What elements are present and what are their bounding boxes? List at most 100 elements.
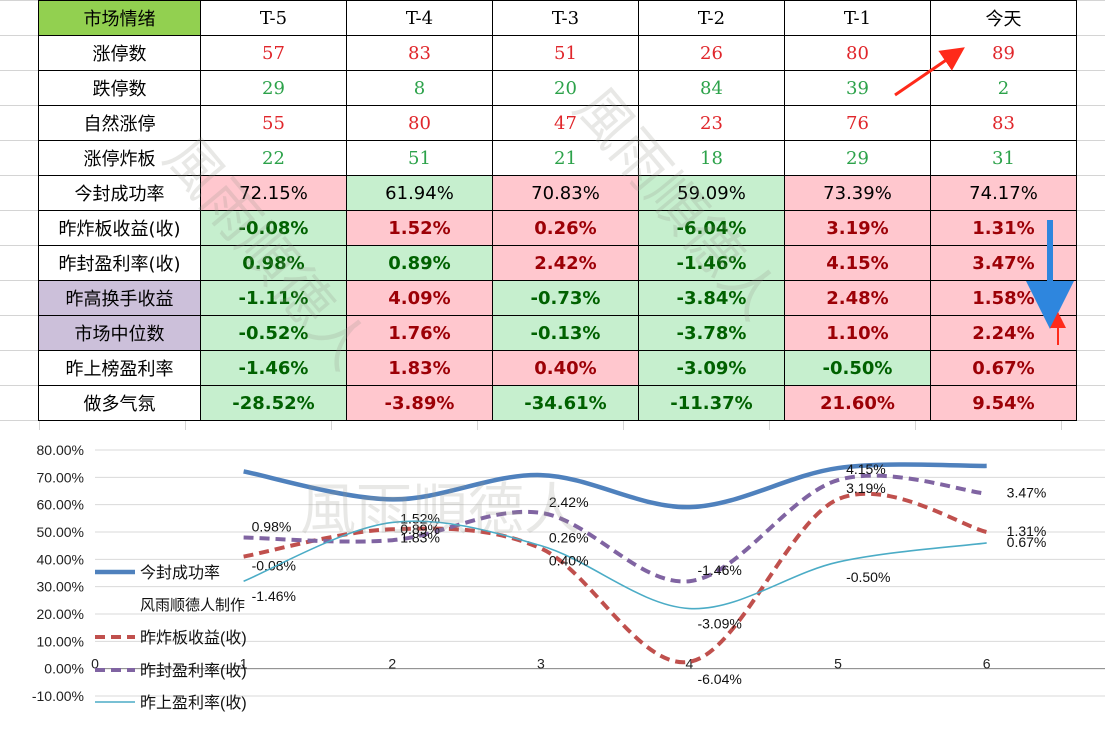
table-cell: -3.84% <box>638 280 785 316</box>
data-label: 1.83% <box>400 529 440 545</box>
x-tick-label: 6 <box>983 656 991 672</box>
legend-label: 昨炸板收益(收) <box>140 629 247 647</box>
x-tick-label: 5 <box>834 656 842 672</box>
column-header: T-5 <box>200 0 347 36</box>
table-cell: 2.24% <box>930 315 1077 351</box>
table-row: 昨封盈利率(收) 0.98% 0.89% 2.42% -1.46% 4.15% 3.47% <box>38 245 1077 281</box>
row-label: 昨高换手收益 <box>38 280 201 316</box>
y-tick-label: 40.00% <box>37 551 84 567</box>
y-tick-label: 20.00% <box>37 606 84 622</box>
table-row: 做多气氛 -28.52% -3.89% -34.61% -11.37% 21.60% 9.5… <box>38 385 1077 421</box>
table-cell: 1.76% <box>346 315 493 351</box>
series-line <box>243 462 987 510</box>
table-cell: 31 <box>930 140 1077 176</box>
table-cell: 22 <box>200 140 347 176</box>
table-cell: 29 <box>784 140 931 176</box>
table-cell: 61.94% <box>346 175 493 211</box>
table-row: 跌停数 29 8 20 84 39 2 <box>38 70 1077 106</box>
table-cell: 83 <box>930 105 1077 141</box>
data-label: -0.50% <box>846 569 890 585</box>
data-label: -1.46% <box>697 562 741 578</box>
table-cell: 1.58% <box>930 280 1077 316</box>
table-header-row: 市场情绪 T-5 T-4 T-3 T-2 T-1 今天 <box>38 0 1077 36</box>
table-row: 涨停炸板 22 51 21 18 29 31 <box>38 140 1077 176</box>
x-tick-label: 1 <box>240 656 248 672</box>
table-cell: -0.52% <box>200 315 347 351</box>
table-row: 今封成功率 72.15% 61.94% 70.83% 59.09% 73.39% 74.17… <box>38 175 1077 211</box>
table-cell: 51 <box>346 140 493 176</box>
y-tick-label: 70.00% <box>37 469 84 485</box>
table-row: 昨上榜盈利率 -1.46% 1.83% 0.40% -3.09% -0.50% 0.67% <box>38 350 1077 386</box>
row-label: 涨停数 <box>38 35 201 71</box>
data-label: 0.40% <box>549 553 589 569</box>
data-label: -1.46% <box>252 588 296 604</box>
column-header: T-4 <box>346 0 493 36</box>
table-cell: -1.11% <box>200 280 347 316</box>
column-header: T-2 <box>638 0 785 36</box>
table-cell: 83 <box>346 35 493 71</box>
y-tick-label: -10.00% <box>32 688 84 704</box>
table-cell: 4.15% <box>784 245 931 281</box>
table-cell: 73.39% <box>784 175 931 211</box>
table-cell: 3.47% <box>930 245 1077 281</box>
legend-label: 昨上盈利率(收) <box>140 694 247 712</box>
corner-label: 市场情绪 <box>38 0 201 36</box>
data-label: 0.26% <box>549 529 589 545</box>
table-cell: 9.54% <box>930 385 1077 421</box>
y-tick-label: 50.00% <box>37 524 84 540</box>
table-cell: 0.98% <box>200 245 347 281</box>
row-label: 昨上榜盈利率 <box>38 350 201 386</box>
table-cell: 0.26% <box>492 210 639 246</box>
table-cell: 0.40% <box>492 350 639 386</box>
table-cell: 55 <box>200 105 347 141</box>
data-label: 4.15% <box>846 461 886 477</box>
table-cell: 39 <box>784 70 931 106</box>
row-label: 市场中位数 <box>38 315 201 351</box>
table-row: 昨炸板收益(收) -0.08% 1.52% 0.26% -6.04% 3.19% 1.31% <box>38 210 1077 246</box>
y-tick-label: 30.00% <box>37 579 84 595</box>
row-label: 做多气氛 <box>38 385 201 421</box>
row-label: 昨炸板收益(收) <box>38 210 201 246</box>
table-cell: -3.78% <box>638 315 785 351</box>
series-line <box>243 473 987 584</box>
table-cell: -0.50% <box>784 350 931 386</box>
series-line <box>243 520 987 610</box>
x-tick-label: 0 <box>91 656 99 672</box>
table-cell: 80 <box>784 35 931 71</box>
table-cell: -34.61% <box>492 385 639 421</box>
y-tick-label: 10.00% <box>37 633 84 649</box>
line-chart: -10.00% 0.00% 10.00% 20.00% 30.00% 40.00% 50.0… <box>0 430 1105 743</box>
legend-label: 昨封盈利率(收) <box>140 662 247 680</box>
column-header: 今天 <box>930 0 1077 36</box>
table-cell: 20 <box>492 70 639 106</box>
table-cell: 1.31% <box>930 210 1077 246</box>
table-row: 自然涨停 55 80 47 23 76 83 <box>38 105 1077 141</box>
table-cell: 74.17% <box>930 175 1077 211</box>
series-line <box>243 491 988 665</box>
y-tick-label: 0.00% <box>44 661 84 677</box>
table-cell: -0.73% <box>492 280 639 316</box>
table-cell: 57 <box>200 35 347 71</box>
data-label: 0.98% <box>252 518 292 534</box>
table-cell: 21.60% <box>784 385 931 421</box>
row-label: 涨停炸板 <box>38 140 201 176</box>
x-tick-label: 4 <box>686 656 694 672</box>
table-cell: 1.83% <box>346 350 493 386</box>
data-label: -6.04% <box>697 671 741 687</box>
column-header: T-1 <box>784 0 931 36</box>
table-row: 涨停数 57 83 51 26 80 89 <box>38 35 1077 71</box>
table-cell: 72.15% <box>200 175 347 211</box>
data-label: 0.89% <box>400 521 440 537</box>
table-cell: 0.67% <box>930 350 1077 386</box>
table-cell: -3.09% <box>638 350 785 386</box>
table-cell: -0.08% <box>200 210 347 246</box>
y-tick-label: 60.00% <box>37 497 84 513</box>
table-cell: 18 <box>638 140 785 176</box>
table-cell: 2 <box>930 70 1077 106</box>
y-tick-label: 80.00% <box>37 442 84 458</box>
table-cell: 3.19% <box>784 210 931 246</box>
table-cell: -6.04% <box>638 210 785 246</box>
table-cell: 80 <box>346 105 493 141</box>
row-label: 跌停数 <box>38 70 201 106</box>
table-cell: 2.48% <box>784 280 931 316</box>
